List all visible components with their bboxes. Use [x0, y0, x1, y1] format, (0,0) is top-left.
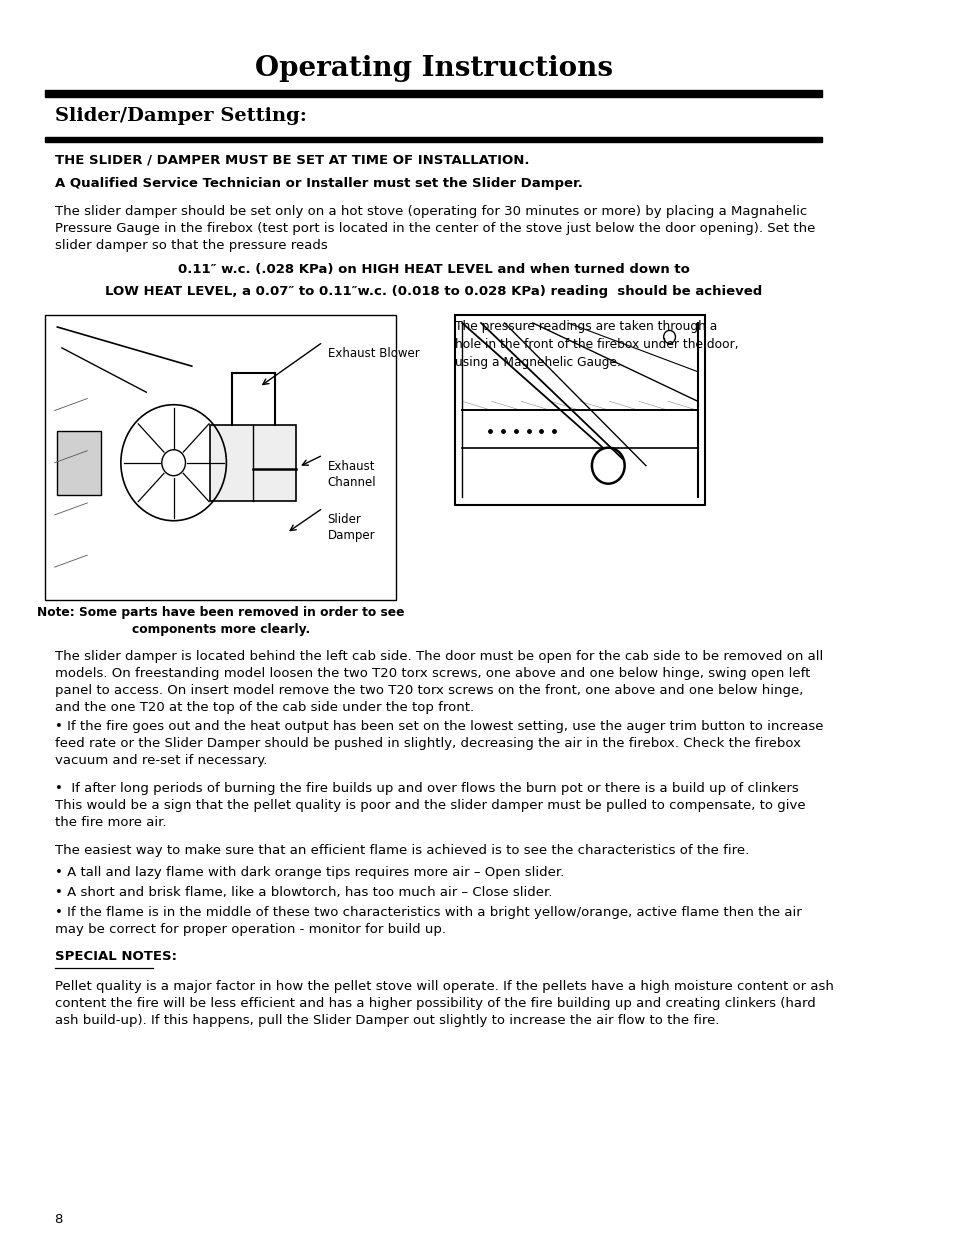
Text: A Qualified Service Technician or Installer must set the Slider Damper.: A Qualified Service Technician or Instal… — [54, 177, 582, 190]
Text: LOW HEAT LEVEL, a 0.07″ to 0.11″w.c. (0.018 to 0.028 KPa) reading  should be ach: LOW HEAT LEVEL, a 0.07″ to 0.11″w.c. (0.… — [105, 285, 761, 298]
Text: Operating Instructions: Operating Instructions — [254, 56, 613, 82]
Text: Exhaust
Channel: Exhaust Channel — [327, 459, 375, 489]
Text: •  If after long periods of burning the fire builds up and over flows the burn p: • If after long periods of burning the f… — [54, 782, 804, 829]
Text: Slider/Damper Setting:: Slider/Damper Setting: — [54, 107, 306, 125]
Text: THE SLIDER / DAMPER MUST BE SET AT TIME OF INSTALLATION.: THE SLIDER / DAMPER MUST BE SET AT TIME … — [54, 153, 529, 165]
Circle shape — [162, 450, 185, 475]
Text: The easiest way to make sure that an efficient flame is achieved is to see the c: The easiest way to make sure that an eff… — [54, 844, 748, 857]
Text: Note: Some parts have been removed in order to see
components more clearly.: Note: Some parts have been removed in or… — [37, 606, 404, 636]
Text: The slider damper should be set only on a hot stove (operating for 30 minutes or: The slider damper should be set only on … — [54, 205, 814, 252]
Bar — [455, 315, 704, 505]
Text: 8: 8 — [54, 1213, 63, 1226]
Text: The pressure readings are taken through a
hole in the front of the firebox under: The pressure readings are taken through … — [455, 320, 738, 369]
Text: • If the fire goes out and the heat output has been set on the lowest setting, u: • If the fire goes out and the heat outp… — [54, 720, 822, 767]
Text: • If the flame is in the middle of these two characteristics with a bright yello: • If the flame is in the middle of these… — [54, 906, 801, 936]
Text: • A tall and lazy flame with dark orange tips requires more air – Open slider.: • A tall and lazy flame with dark orange… — [54, 866, 563, 879]
Bar — [57, 431, 101, 495]
Bar — [210, 425, 296, 500]
Bar — [46, 315, 395, 600]
Text: SPECIAL NOTES:: SPECIAL NOTES: — [54, 950, 176, 963]
Text: Exhaust Blower: Exhaust Blower — [327, 347, 419, 359]
Bar — [46, 137, 821, 142]
Text: • A short and brisk flame, like a blowtorch, has too much air – Close slider.: • A short and brisk flame, like a blowto… — [54, 885, 552, 899]
Text: Pellet quality is a major factor in how the pellet stove will operate. If the pe: Pellet quality is a major factor in how … — [54, 981, 833, 1028]
Text: The slider damper is located behind the left cab side. The door must be open for: The slider damper is located behind the … — [54, 650, 822, 714]
Text: 0.11″ w.c. (.028 KPa) on HIGH HEAT LEVEL and when turned down to: 0.11″ w.c. (.028 KPa) on HIGH HEAT LEVEL… — [178, 263, 689, 275]
Text: Slider
Damper: Slider Damper — [327, 513, 375, 542]
Bar — [46, 90, 821, 98]
